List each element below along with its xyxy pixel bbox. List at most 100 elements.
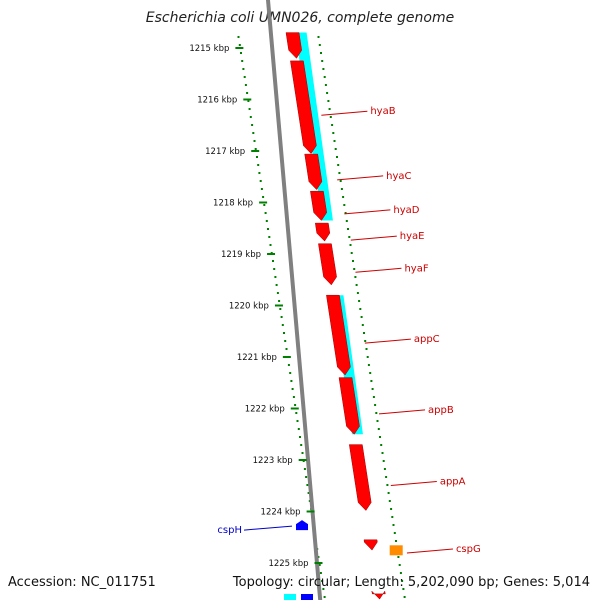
svg-text:hyaE: hyaE bbox=[400, 231, 425, 242]
outer-ring-dot bbox=[333, 140, 336, 142]
outer-ring-dot bbox=[380, 444, 383, 446]
inner-ring-dot bbox=[280, 316, 283, 318]
scale-tick-label: 1220 kbp bbox=[229, 302, 269, 312]
inner-ring-dot bbox=[303, 468, 306, 470]
inner-ring-dot bbox=[300, 444, 303, 446]
scale-ticks: 1215 kbp 1216 kbp 1217 kbp 1218 kbp 1219 kbp… bbox=[189, 44, 323, 569]
gene-arrow-hyaC bbox=[304, 153, 323, 190]
inner-ring-dot bbox=[247, 100, 250, 102]
gene-arrow bbox=[285, 32, 302, 59]
feature-arrow-cspH bbox=[296, 520, 308, 531]
outer-ring-dot bbox=[360, 316, 363, 318]
gene-label-hyaE: hyaE bbox=[350, 231, 425, 242]
inner-ring-dot bbox=[267, 228, 269, 230]
inner-ring-dot bbox=[296, 420, 299, 422]
outer-ring-dot bbox=[345, 220, 348, 222]
outer-ring-dot bbox=[322, 68, 325, 70]
outer-ring-dot bbox=[390, 508, 393, 510]
gene-label-appB: appB bbox=[378, 405, 454, 416]
outer-ring-dot bbox=[356, 292, 359, 294]
inner-ring-dot bbox=[305, 476, 308, 478]
inner-ring-dot bbox=[257, 164, 260, 166]
inner-ring-dot bbox=[301, 452, 304, 454]
outer-ring-dot bbox=[332, 132, 335, 134]
outer-ring-dot bbox=[369, 372, 372, 374]
outer-ring-dot bbox=[352, 260, 354, 262]
outer-ring-dot bbox=[343, 204, 346, 206]
inner-ring-dot bbox=[251, 124, 254, 126]
inner-ring-dot bbox=[252, 132, 255, 134]
gene-label-cspH: cspH bbox=[217, 525, 293, 536]
outer-ring-dot bbox=[342, 196, 345, 198]
outer-ring-dot bbox=[371, 388, 374, 390]
scale-tick-label: 1224 kbp bbox=[261, 508, 301, 518]
inner-ring-dot bbox=[238, 44, 241, 46]
scale-tick-label: 1218 kbp bbox=[213, 199, 253, 209]
outer-ring-dot bbox=[334, 148, 337, 150]
inner-ring-dot bbox=[289, 372, 292, 374]
inner-ring-dot bbox=[237, 36, 240, 38]
scale-tick-label: 1215 kbp bbox=[189, 44, 229, 54]
inner-ring-dot bbox=[307, 492, 310, 494]
scale-tick-label: 1216 kbp bbox=[197, 96, 237, 106]
outer-ring-dot bbox=[328, 108, 331, 110]
svg-text:cspG: cspG bbox=[456, 544, 481, 555]
outer-ring-dot bbox=[327, 100, 330, 102]
svg-text:hyaC: hyaC bbox=[386, 171, 411, 182]
gene-label-hyaB: hyaB bbox=[321, 106, 396, 117]
svg-text:cspH: cspH bbox=[217, 525, 242, 536]
outer-ring-dot bbox=[336, 156, 338, 158]
outer-ring-dot bbox=[379, 436, 381, 438]
outer-ring-dot bbox=[358, 300, 361, 302]
inner-ring-dot bbox=[256, 156, 258, 158]
inner-ring-dot bbox=[240, 52, 242, 54]
outer-ring-dot bbox=[355, 284, 358, 286]
gene-label-hyaF: hyaF bbox=[355, 263, 429, 274]
gene-arrow bbox=[371, 590, 386, 600]
inner-ring-dot bbox=[319, 572, 322, 574]
gene-arrow-appB bbox=[338, 377, 360, 435]
gene-label-appA: appA bbox=[390, 477, 466, 488]
genome-summary-text: Topology: circular; Length: 5,202,090 bp… bbox=[232, 575, 590, 590]
gene-arrow-hyaD bbox=[310, 190, 327, 221]
inner-ring-dot bbox=[279, 308, 282, 310]
svg-text:appA: appA bbox=[440, 477, 466, 488]
inner-ring-dot bbox=[295, 412, 298, 414]
inner-ring-dot bbox=[248, 108, 251, 110]
inner-ring-dot bbox=[321, 580, 324, 582]
scale-tick-label: 1219 kbp bbox=[221, 250, 261, 260]
inner-ring-dot bbox=[297, 428, 300, 430]
inner-ring-dot bbox=[264, 212, 267, 214]
gene-arrow-hyaB bbox=[290, 60, 317, 154]
outer-ring-dot bbox=[339, 180, 342, 182]
outer-ring-dot bbox=[348, 236, 351, 238]
inner-ring-dot bbox=[258, 172, 261, 174]
outer-ring-dot bbox=[347, 228, 349, 230]
inner-ring-dot bbox=[269, 244, 272, 246]
inner-ring-dot bbox=[287, 364, 290, 366]
gene-block-alt bbox=[389, 545, 403, 556]
svg-text:appB: appB bbox=[428, 405, 454, 416]
inner-ring-dot bbox=[323, 596, 326, 598]
outer-ring-dot bbox=[375, 412, 378, 414]
scale-tick-label: 1225 kbp bbox=[268, 559, 308, 569]
scale-tick-label: 1222 kbp bbox=[245, 405, 285, 415]
svg-text:hyaB: hyaB bbox=[370, 106, 395, 117]
outer-ring-dot bbox=[397, 556, 400, 558]
outer-ring-dot bbox=[353, 268, 356, 270]
scale-tick-label: 1223 kbp bbox=[253, 456, 293, 466]
inner-ring-dot bbox=[273, 268, 276, 270]
outer-ring-dot bbox=[323, 76, 326, 78]
inner-ring-dot bbox=[276, 292, 279, 294]
outer-ring-dot bbox=[401, 580, 404, 582]
outer-ring-dot bbox=[318, 44, 321, 46]
outer-ring-dot bbox=[340, 188, 343, 190]
outer-ring-dot bbox=[395, 540, 397, 542]
outer-ring-dot bbox=[372, 396, 375, 398]
svg-text:hyaF: hyaF bbox=[404, 263, 428, 274]
outer-ring-dot bbox=[350, 252, 353, 254]
outer-ring-dot bbox=[317, 36, 320, 38]
inner-ring-dot bbox=[318, 564, 321, 566]
inner-ring-dot bbox=[290, 380, 293, 382]
